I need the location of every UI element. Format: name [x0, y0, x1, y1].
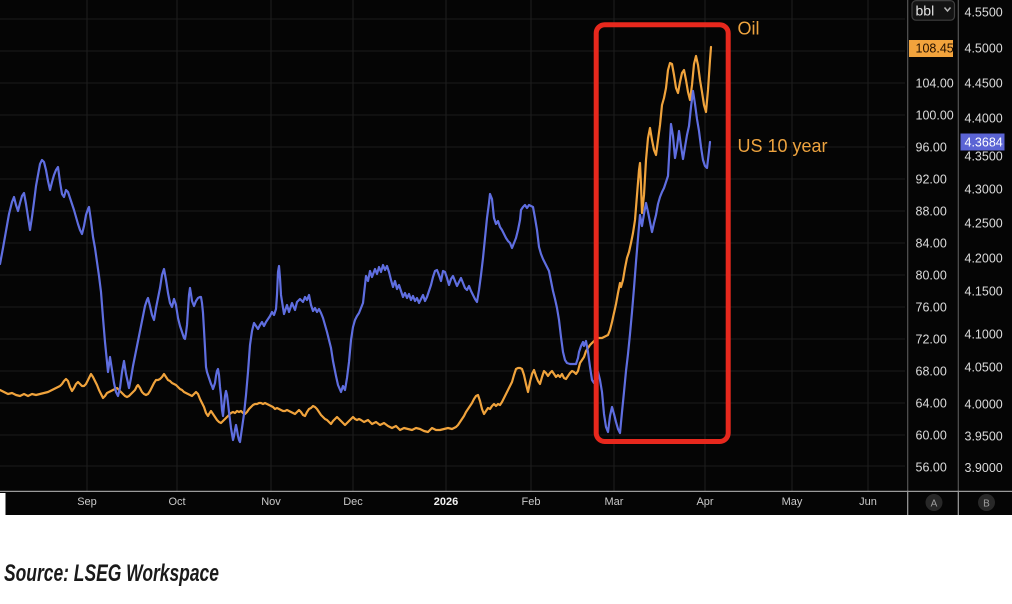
svg-text:Sep: Sep: [77, 496, 97, 508]
svg-text:Oct: Oct: [168, 496, 185, 508]
svg-text:80.00: 80.00: [916, 268, 947, 282]
svg-text:88.00: 88.00: [916, 204, 947, 218]
svg-text:Apr: Apr: [696, 496, 713, 508]
svg-text:4.4000: 4.4000: [965, 111, 1003, 125]
svg-text:4.3500: 4.3500: [965, 149, 1003, 163]
svg-text:Jun: Jun: [859, 496, 877, 508]
svg-text:4.1000: 4.1000: [965, 327, 1003, 341]
svg-text:Mar: Mar: [605, 496, 624, 508]
svg-text:60.00: 60.00: [916, 428, 947, 442]
svg-text:4.3000: 4.3000: [965, 182, 1003, 196]
svg-text:4.1500: 4.1500: [965, 284, 1003, 298]
svg-text:104.00: 104.00: [916, 76, 954, 90]
svg-text:4.5000: 4.5000: [965, 41, 1003, 55]
svg-text:Feb: Feb: [522, 496, 541, 508]
svg-text:96.00: 96.00: [916, 140, 947, 154]
svg-text:Dec: Dec: [343, 496, 363, 508]
svg-text:May: May: [782, 496, 803, 508]
svg-text:4.2000: 4.2000: [965, 251, 1003, 265]
svg-text:64.00: 64.00: [916, 396, 947, 410]
svg-text:4.4500: 4.4500: [965, 76, 1003, 90]
svg-text:Nov: Nov: [261, 496, 281, 508]
svg-text:100.00: 100.00: [916, 108, 954, 122]
svg-text:bbl: bbl: [916, 3, 935, 19]
svg-text:4.0500: 4.0500: [965, 360, 1003, 374]
svg-text:B: B: [983, 498, 990, 509]
svg-text:3.9000: 3.9000: [965, 461, 1003, 475]
svg-text:4.0000: 4.0000: [965, 397, 1003, 411]
svg-text:56.00: 56.00: [916, 460, 947, 474]
svg-text:4.5500: 4.5500: [965, 5, 1003, 19]
svg-text:2026: 2026: [434, 496, 458, 508]
svg-text:76.00: 76.00: [916, 300, 947, 314]
svg-text:3.9500: 3.9500: [965, 429, 1003, 443]
svg-text:68.00: 68.00: [916, 364, 947, 378]
svg-text:Oil: Oil: [738, 19, 760, 39]
svg-text:72.00: 72.00: [916, 332, 947, 346]
svg-text:A: A: [931, 498, 938, 509]
svg-text:4.2500: 4.2500: [965, 216, 1003, 230]
svg-text:92.00: 92.00: [916, 172, 947, 186]
svg-text:84.00: 84.00: [916, 236, 947, 250]
svg-text:108.45: 108.45: [916, 42, 954, 56]
svg-text:4.3684: 4.3684: [965, 136, 1003, 150]
svg-text:US 10 year: US 10 year: [738, 136, 828, 156]
